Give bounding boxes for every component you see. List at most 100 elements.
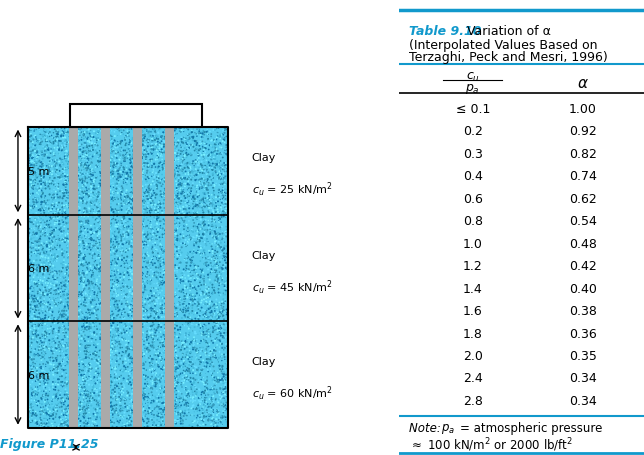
Point <box>85 283 95 290</box>
Point <box>185 256 195 263</box>
Point <box>64 394 75 402</box>
Point <box>82 186 92 193</box>
Point <box>35 414 46 421</box>
Point <box>143 335 153 342</box>
Point <box>118 294 129 301</box>
Point <box>97 348 108 355</box>
Point <box>109 243 120 250</box>
Point <box>194 170 205 177</box>
Point <box>113 418 123 425</box>
Point <box>187 297 198 304</box>
Point <box>174 208 184 216</box>
Point <box>67 179 77 186</box>
Point <box>214 391 225 399</box>
Point <box>142 273 152 280</box>
Point <box>205 271 216 278</box>
Point <box>93 149 103 157</box>
Point <box>73 137 84 145</box>
Point <box>24 304 34 311</box>
Point <box>150 239 160 247</box>
Text: 1.0: 1.0 <box>463 237 482 250</box>
Point <box>191 264 201 271</box>
Point <box>113 142 123 149</box>
Point <box>82 226 93 233</box>
Point <box>50 183 61 191</box>
Point <box>59 129 69 136</box>
Point <box>108 291 118 298</box>
Point <box>97 355 108 363</box>
Point <box>129 275 140 282</box>
Point <box>131 249 142 256</box>
Point <box>74 336 84 343</box>
Point <box>28 154 39 162</box>
Point <box>26 149 37 156</box>
Point <box>101 148 111 155</box>
Point <box>50 403 61 410</box>
Point <box>217 351 227 358</box>
Point <box>196 338 206 345</box>
Point <box>68 197 79 204</box>
Point <box>180 256 190 263</box>
Point <box>75 218 85 226</box>
Point <box>137 339 147 347</box>
Point <box>56 285 66 293</box>
Point <box>177 321 187 329</box>
Point <box>191 138 202 146</box>
Point <box>165 208 175 216</box>
Point <box>29 262 39 269</box>
Point <box>116 387 126 394</box>
Point <box>128 399 138 406</box>
Point <box>149 383 159 390</box>
Point <box>211 415 222 423</box>
Point <box>72 291 82 298</box>
Point <box>53 143 63 150</box>
Point <box>171 182 182 189</box>
Point <box>36 199 46 207</box>
Point <box>78 198 88 205</box>
Point <box>104 283 114 290</box>
Point <box>185 192 195 199</box>
Point <box>137 150 147 157</box>
Point <box>128 172 138 179</box>
Point <box>214 209 224 217</box>
Point <box>198 336 209 343</box>
Point <box>106 244 116 252</box>
Point <box>77 389 87 397</box>
Point <box>112 290 122 298</box>
Point <box>125 290 135 298</box>
Point <box>191 188 202 195</box>
Point <box>120 155 130 162</box>
Point <box>180 265 191 272</box>
Point <box>44 424 54 431</box>
Point <box>55 324 65 332</box>
Point <box>62 158 72 166</box>
Point <box>49 165 59 172</box>
Point <box>162 374 172 382</box>
Point <box>176 382 187 389</box>
Point <box>202 157 212 165</box>
Point <box>131 142 142 150</box>
Point <box>188 217 198 224</box>
Point <box>118 384 129 392</box>
Point <box>156 133 167 141</box>
Point <box>175 190 185 197</box>
Point <box>26 356 37 363</box>
Point <box>113 304 123 312</box>
Point <box>68 303 79 311</box>
Point <box>25 204 35 211</box>
Point <box>187 418 198 425</box>
Point <box>155 335 166 343</box>
Point <box>53 210 64 217</box>
Point <box>119 158 129 165</box>
Point <box>37 161 47 168</box>
Point <box>104 345 114 353</box>
Point <box>182 192 193 199</box>
Point <box>119 314 129 322</box>
Point <box>113 354 124 362</box>
Point <box>109 137 120 145</box>
Point <box>178 374 188 381</box>
Point <box>104 177 114 184</box>
Text: $p_a$: $p_a$ <box>466 82 480 96</box>
Point <box>70 190 80 197</box>
Point <box>71 177 82 184</box>
